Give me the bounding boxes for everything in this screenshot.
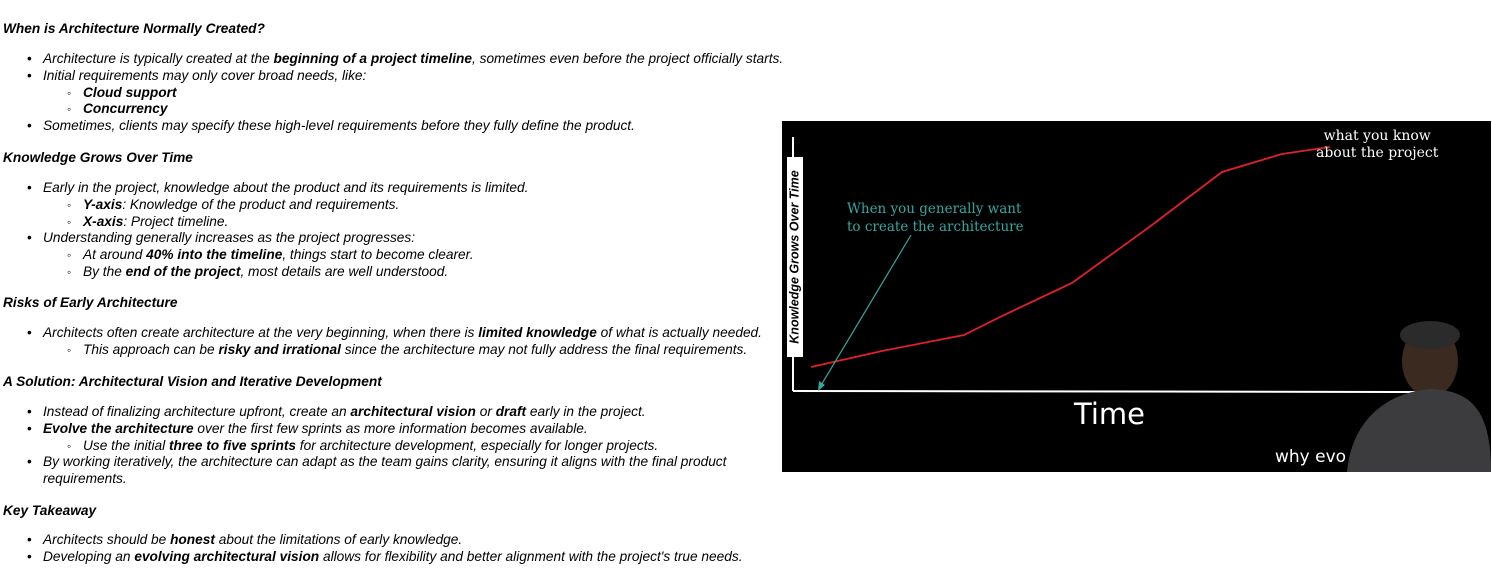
- annotation-line: about the project: [1316, 145, 1439, 161]
- list-item: This approach can be risky and irrationa…: [3, 342, 762, 359]
- section-heading: Knowledge Grows Over Time: [3, 150, 193, 165]
- list-item: Early in the project, knowledge about th…: [3, 180, 528, 197]
- list-item: Cloud support: [3, 85, 783, 102]
- list-item: Use the initial three to five sprints fo…: [3, 438, 743, 455]
- section-heading: Risks of Early Architecture: [3, 295, 178, 310]
- bullet-list: Architects often create architecture at …: [3, 325, 762, 359]
- presenter-hair: [1400, 321, 1460, 349]
- list-item: Y-axis: Knowledge of the product and req…: [3, 197, 528, 214]
- y-axis-label-box: Knowledge Grows Over Time: [787, 157, 803, 357]
- list-item: At around 40% into the timeline, things …: [3, 247, 528, 264]
- annotation-line: what you know: [1323, 128, 1431, 144]
- y-axis-label: Knowledge Grows Over Time: [788, 170, 802, 344]
- section-heading: When is Architecture Normally Created?: [3, 21, 265, 36]
- bullet-list: Early in the project, knowledge about th…: [3, 180, 528, 281]
- list-item: Initial requirements may only cover broa…: [3, 68, 783, 85]
- list-item: Evolve the architecture over the first f…: [3, 421, 743, 438]
- list-item: By working iteratively, the architecture…: [3, 454, 743, 488]
- list-item: Developing an evolving architectural vis…: [3, 549, 743, 566]
- section-heading: Key Takeaway: [3, 503, 97, 518]
- list-item: Architecture is typically created at the…: [3, 51, 783, 68]
- bullet-list: Instead of finalizing architecture upfro…: [3, 404, 743, 488]
- list-item: Understanding generally increases as the…: [3, 230, 528, 247]
- knowledge-curve-graphic: [792, 137, 1491, 472]
- list-item: X-axis: Project timeline.: [3, 214, 528, 231]
- list-item: Concurrency: [3, 101, 783, 118]
- presenter-body: [1347, 389, 1491, 472]
- annotation-arrowhead: [818, 381, 825, 391]
- bullet-list: Architects should be honest about the li…: [3, 532, 743, 566]
- annotation-arrow: [819, 234, 912, 388]
- annotation-line: to create the architecture: [847, 219, 1024, 235]
- lecture-video-frame: Knowledge Grows Over Time Time what you …: [782, 121, 1491, 472]
- annotation-what-you-know: what you know about the project: [1316, 128, 1438, 162]
- x-axis-line: [792, 390, 1433, 393]
- bullet-list: Architecture is typically created at the…: [3, 51, 783, 135]
- section-heading: A Solution: Architectural Vision and Ite…: [3, 374, 382, 389]
- list-item: By the end of the project, most details …: [3, 264, 528, 281]
- list-item: Architects should be honest about the li…: [3, 532, 743, 549]
- annotation-when-to-create: When you generally want to create the ar…: [847, 200, 1024, 236]
- knowledge-curve: [810, 146, 1331, 368]
- annotation-line: When you generally want: [847, 201, 1022, 217]
- list-item: Sometimes, clients may specify these hig…: [3, 118, 783, 135]
- video-caption: why evo: [1275, 447, 1347, 467]
- x-axis-label: Time: [1074, 397, 1145, 431]
- list-item: Architects often create architecture at …: [3, 325, 762, 342]
- list-item: Instead of finalizing architecture upfro…: [3, 404, 743, 421]
